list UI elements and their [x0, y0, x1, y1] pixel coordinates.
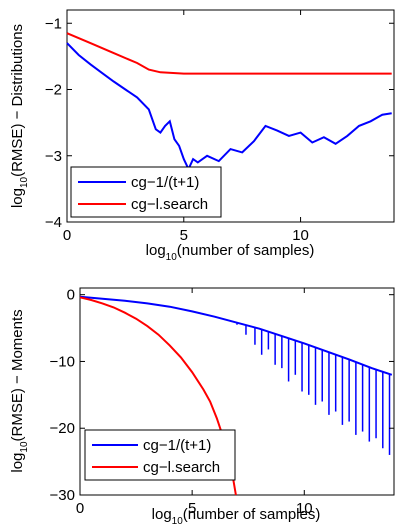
series-group: [79, 295, 393, 496]
y-tick-label: −30: [50, 487, 75, 504]
x-tick-label: 5: [188, 500, 196, 517]
legend-moments: cg−1/(t+1) cg−l.search: [84, 429, 236, 481]
x-axis-label: log10(number of samples): [152, 506, 321, 525]
y-axis-label: log10(RMSE) − Distributions: [9, 24, 30, 208]
legend-box: [70, 166, 222, 218]
chart-distributions: 0 5 10 −4 −3 −2 −1 log10(number of samples) lo…: [9, 9, 395, 263]
series-line: [79, 295, 393, 376]
chart-moments: 0 5 10−30−20−100 log10(number of samples) …: [9, 287, 395, 525]
legend-label: cg−l.search: [131, 196, 208, 213]
series-line: [66, 32, 392, 75]
series-line: [66, 42, 392, 172]
y-tick-label: 0: [67, 287, 75, 304]
y-tick-label: −20: [50, 420, 75, 437]
y-tick-label: −3: [45, 148, 62, 165]
x-tick-label: 0: [63, 227, 71, 244]
series-group: [66, 32, 392, 172]
x-axis-label: log10(number of samples): [146, 242, 315, 263]
legend-label: cg−1/(t+1): [143, 437, 211, 454]
x-tick-label: 10: [292, 227, 309, 244]
legend-label: cg−1/(t+1): [131, 174, 199, 191]
legend-box: [84, 429, 236, 481]
y-tick-label: −2: [45, 82, 62, 99]
y-tick-label: −10: [50, 353, 75, 370]
y-tick-label: −4: [45, 214, 62, 231]
x-tick-label: 5: [180, 227, 188, 244]
legend-label: cg−l.search: [143, 459, 220, 476]
y-tick-label: −1: [45, 15, 62, 32]
legend-distributions: cg−1/(t+1) cg−l.search: [70, 166, 222, 218]
x-tick-label: 0: [76, 500, 84, 517]
tick-group: 0 5 10 −30 −20 −10 0: [50, 287, 394, 517]
y-axis-label: log10(RMSE) − Moments: [9, 309, 30, 472]
x-tick-label: 10: [296, 500, 313, 517]
tick-group: 0 5 10 −4 −3 −2 −1: [45, 10, 394, 244]
